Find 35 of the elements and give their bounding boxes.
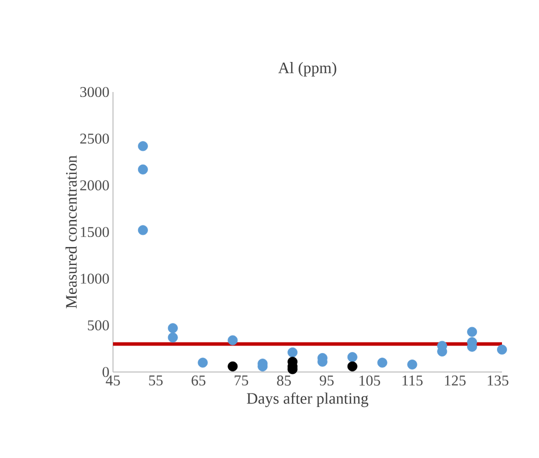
x-tick-label: 85 [277, 376, 291, 386]
y-tick-label: 3000 [80, 86, 109, 98]
point [467, 326, 478, 337]
x-tick-label: 95 [320, 376, 334, 386]
x-tick-label: 45 [106, 376, 120, 386]
y-axis-title: Measured concentration [66, 155, 77, 308]
point [407, 360, 418, 370]
point [288, 347, 298, 358]
y-tick-label: 2000 [80, 180, 109, 190]
x-axis-title: Days after planting [246, 392, 368, 408]
x-tick-label: 115 [402, 376, 423, 386]
chart-title: Al (ppm) [278, 62, 336, 76]
y-tick-label: 1000 [80, 274, 109, 284]
x-tick-label: 125 [445, 376, 466, 386]
point [228, 335, 238, 346]
x-tick-label: 55 [149, 376, 163, 386]
point [228, 361, 238, 372]
y-tick-label: 500 [88, 320, 109, 330]
point [168, 323, 178, 334]
point [138, 225, 148, 236]
point [347, 352, 358, 362]
point [138, 141, 148, 152]
x-tick-label: 65 [192, 376, 206, 386]
x-tick-label: 105 [360, 376, 380, 386]
x-tick-label: 135 [488, 376, 508, 386]
point [168, 332, 178, 342]
y-tick-label: 1500 [80, 226, 109, 238]
point [497, 344, 507, 355]
y-tick-label: 2500 [80, 134, 109, 144]
point [347, 361, 358, 372]
point [377, 358, 388, 368]
y-tick-label: 0 [102, 366, 109, 378]
point [138, 164, 148, 174]
x-tick-label: 75 [234, 376, 248, 386]
point [198, 358, 208, 368]
